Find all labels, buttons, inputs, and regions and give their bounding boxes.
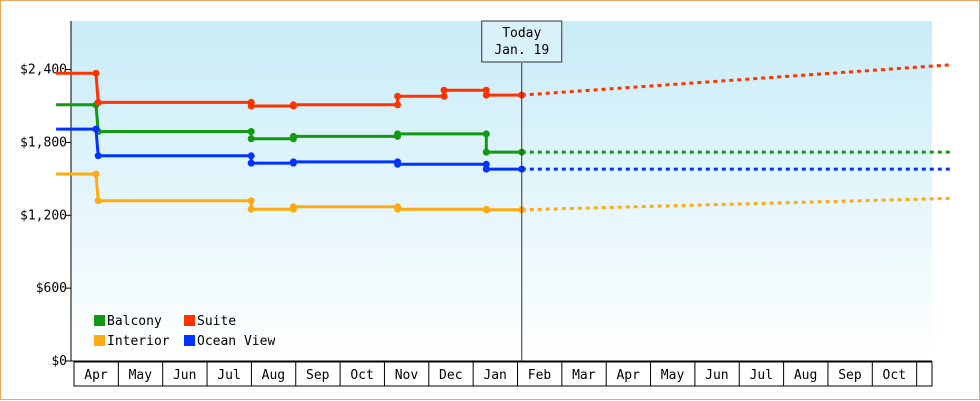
x-tick-label: May: [129, 368, 153, 383]
today-marker: Today Jan. 19: [481, 20, 563, 361]
today-label-box: [481, 20, 563, 63]
data-point: [482, 86, 490, 94]
data-point: [394, 101, 402, 109]
x-tick-label: Jul: [750, 368, 773, 383]
data-point: [94, 98, 102, 106]
legend-label: Suite: [197, 314, 236, 329]
x-tick-label: Apr: [616, 368, 640, 383]
data-point: [394, 130, 402, 138]
x-tick-label: May: [661, 368, 685, 383]
data-point: [289, 101, 297, 109]
x-tick-label: Aug: [794, 368, 817, 383]
x-tick-label: Oct: [883, 368, 906, 383]
x-tick-label: Dec: [439, 368, 462, 383]
x-tick-label: Aug: [262, 368, 285, 383]
x-tick-label: Jun: [705, 368, 728, 383]
data-point: [247, 152, 255, 160]
y-tick-label: $1,200: [20, 208, 67, 223]
y-tick-label: $2,400: [20, 63, 67, 78]
data-point: [440, 92, 448, 100]
x-tick-label: Jul: [217, 368, 240, 383]
data-point: [92, 125, 100, 133]
x-tick-label: Sep: [838, 368, 862, 383]
data-point: [482, 165, 490, 173]
data-point: [440, 86, 448, 94]
today-label-line1: Today: [502, 26, 541, 41]
data-point: [247, 128, 255, 135]
series-line-suite: [56, 71, 522, 108]
data-point: [247, 197, 255, 205]
legend-label: Interior: [107, 334, 170, 349]
y-tick-label: $0: [51, 354, 67, 369]
y-tick-label: $1,800: [20, 135, 67, 150]
series-lines: [56, 63, 953, 214]
data-point: [94, 197, 102, 205]
legend-label: Ocean View: [197, 334, 275, 349]
data-point: [289, 203, 297, 211]
plot-area-background: [71, 21, 932, 361]
data-point: [394, 160, 402, 168]
legend: Balcony Suite Interior Ocean View: [94, 314, 275, 349]
data-point: [94, 152, 102, 160]
legend-swatch: [184, 315, 195, 326]
x-tick-label: Mar: [572, 368, 596, 383]
data-point: [247, 159, 255, 167]
x-tick-label: Jun: [173, 368, 196, 383]
x-tick-label: Apr: [84, 368, 108, 383]
data-point: [482, 91, 490, 99]
x-axis-band: [73, 361, 933, 387]
x-tick-label: Nov: [395, 368, 419, 383]
data-point: [289, 158, 297, 166]
data-point: [247, 102, 255, 110]
legend-swatch: [94, 335, 105, 346]
legend-swatch: [184, 335, 195, 346]
x-tick-label: Feb: [528, 368, 552, 383]
today-label-line2: Jan. 19: [494, 43, 549, 58]
data-point: [92, 170, 100, 178]
data-point: [394, 92, 402, 100]
data-point: [482, 206, 490, 214]
y-axis: $0 $600 $1,200 $1,800 $2,400: [20, 21, 72, 369]
data-point: [394, 205, 402, 213]
data-point: [482, 130, 490, 138]
data-point: [92, 69, 100, 77]
data-point: [482, 160, 490, 168]
x-tick-label: Sep: [306, 368, 330, 383]
data-point: [247, 205, 255, 213]
x-axis: Apr May Jun Jul Aug Sep Oct Nov Dec Jan Feb Mar Apr M…: [71, 360, 933, 387]
x-tick-label: Oct: [350, 368, 373, 383]
x-tick-label: Jan: [483, 368, 506, 383]
data-point: [482, 148, 490, 156]
data-point: [247, 135, 255, 143]
legend-swatch: [94, 315, 105, 326]
legend-label: Balcony: [107, 314, 162, 329]
data-point: [289, 132, 297, 140]
y-tick-label: $600: [36, 281, 67, 296]
